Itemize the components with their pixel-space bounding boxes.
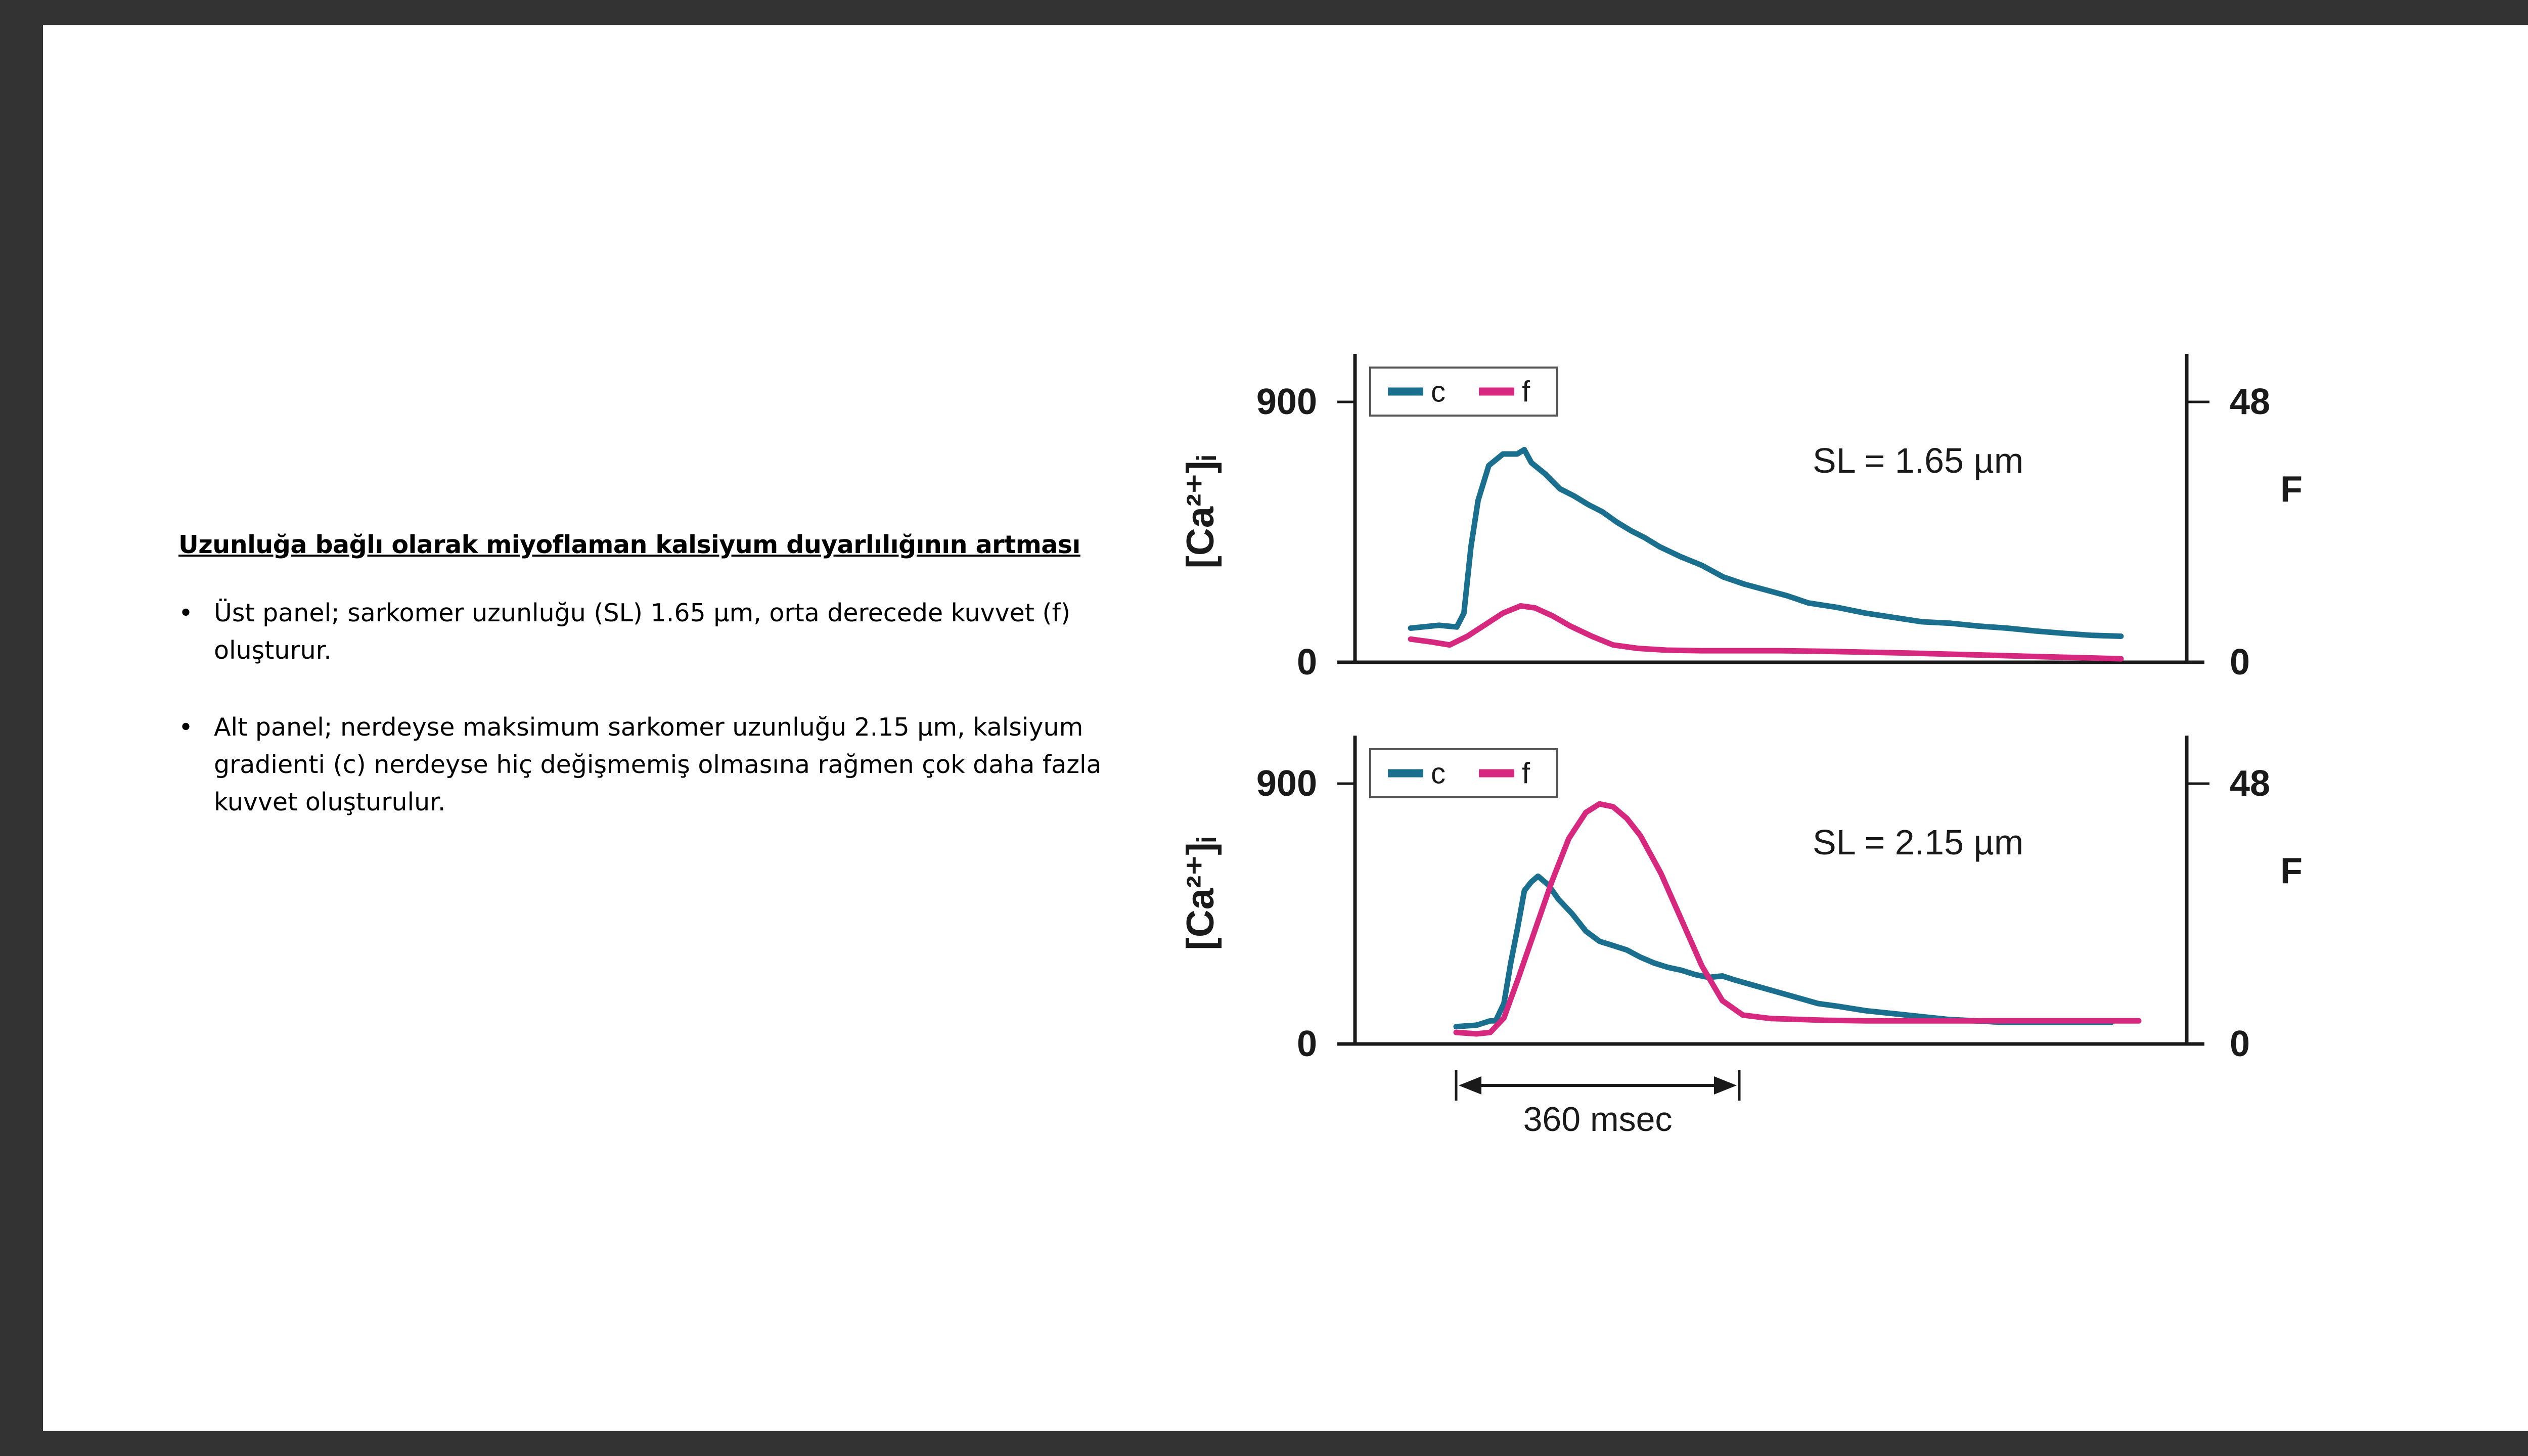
bullet-dot: •	[178, 599, 193, 627]
sl-annotation: SL = 2.15 µm	[1813, 823, 2023, 862]
bullet-text: Alt panel; nerdeyse maksimum sarkomer uz…	[214, 713, 1102, 816]
right-tick-label-0: 0	[2230, 1024, 2250, 1064]
bullet-dot: •	[178, 713, 193, 742]
right-axis-label: F	[2280, 851, 2303, 892]
slide-heading: Uzunluğa bağlı olarak miyoflaman kalsiyu…	[178, 530, 1080, 559]
left-tick-label-0: 0	[1297, 1024, 1317, 1064]
right-axis-label: F	[2280, 470, 2303, 510]
legend-label-f: f	[1522, 757, 1530, 790]
chart-panel-top: 0 900 0 48 F [Ca²⁺]ᵢ c f SL = 1.65 µm	[1179, 354, 2303, 682]
series-line-c	[1408, 446, 2124, 639]
left-tick-label-900: 900	[1256, 763, 1317, 804]
scale-bar-label: 360 msec	[1523, 1100, 1673, 1139]
chart-panel-bottom: 0 900 0 48 F [Ca²⁺]ᵢ c f SL = 2.15 µm 360 msec	[1179, 736, 2303, 1139]
left-tick-label-900: 900	[1256, 382, 1317, 422]
legend-label-c: c	[1431, 376, 1446, 408]
left-axis-label: [Ca²⁺]ᵢ	[1179, 837, 1222, 950]
series-line-f	[1408, 603, 2124, 662]
legend-label-f: f	[1522, 376, 1530, 408]
series-line-f	[1453, 801, 2142, 1037]
right-tick-label-0: 0	[2230, 642, 2250, 682]
series-line-c	[1453, 873, 2114, 1030]
slide: Uzunluğa bağlı olarak miyoflaman kalsiyu…	[43, 25, 2528, 1431]
left-tick-label-0: 0	[1297, 642, 1317, 682]
slide-text: Uzunluğa bağlı olarak miyoflaman kalsiyu…	[178, 530, 1129, 860]
bullet-list: • Üst panel; sarkomer uzunluğu (SL) 1.65…	[178, 595, 1129, 821]
scale-bar-arrow-right	[1714, 1076, 1737, 1095]
legend-label-c: c	[1431, 757, 1446, 790]
bullet-bottom-panel: • Alt panel; nerdeyse maksimum sarkomer …	[178, 709, 1129, 821]
bullet-text: Üst panel; sarkomer uzunluğu (SL) 1.65 µ…	[214, 599, 1071, 665]
scale-bar-arrow-left	[1459, 1076, 1481, 1095]
right-tick-label-48: 48	[2230, 382, 2270, 422]
bullet-top-panel: • Üst panel; sarkomer uzunluğu (SL) 1.65…	[178, 595, 1129, 669]
left-axis-label: [Ca²⁺]ᵢ	[1179, 456, 1222, 569]
sl-annotation: SL = 1.65 µm	[1813, 441, 2023, 480]
right-tick-label-48: 48	[2230, 763, 2270, 804]
